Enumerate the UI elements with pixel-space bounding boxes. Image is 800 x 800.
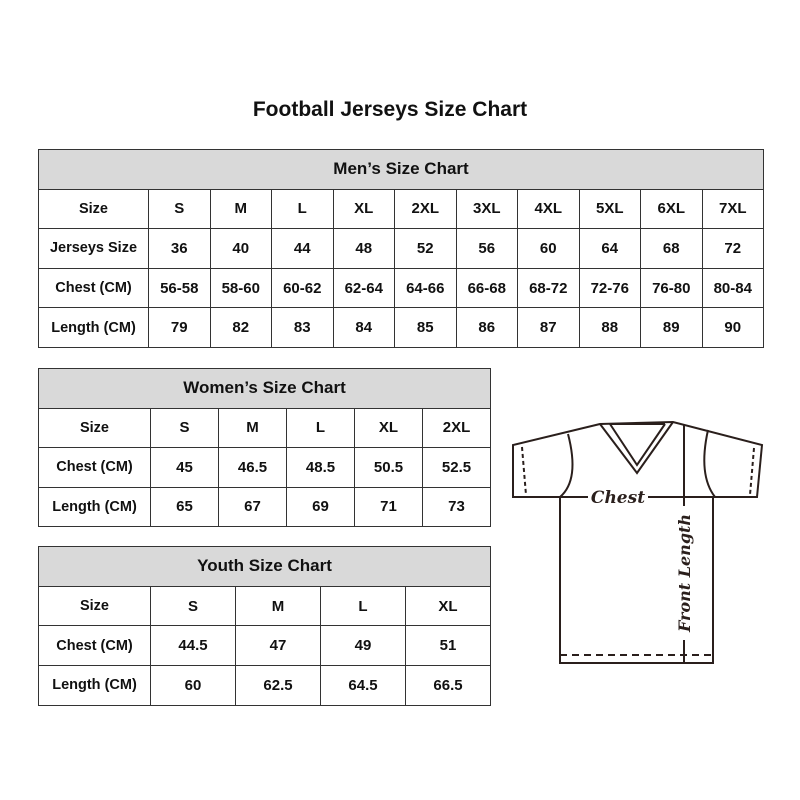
table-cell: 60: [517, 228, 580, 269]
table-cell: 88: [578, 307, 641, 348]
table-cell: M: [235, 585, 321, 627]
table-cell: 46.5: [218, 447, 287, 488]
table-row: Length (CM) 65 67 69 71 73: [38, 486, 491, 527]
table-cell: 68: [640, 228, 703, 269]
table-row: Size S M L XL 2XL: [38, 407, 491, 448]
table-cell: 49: [320, 625, 406, 667]
table-cell: 83: [271, 307, 334, 348]
table-cell: 60-62: [271, 267, 334, 309]
table-cell: 56-58: [148, 267, 211, 309]
front-length-label: Front Length: [675, 514, 694, 633]
row-label: Chest (CM): [38, 267, 149, 309]
table-cell: 64.5: [320, 665, 406, 706]
jersey-diagram: Chest Front Length: [512, 420, 764, 664]
row-label: Length (CM): [38, 486, 151, 527]
table-cell: 4XL: [517, 188, 580, 230]
table-row: Chest (CM) 45 46.5 48.5 50.5 52.5: [38, 447, 491, 488]
table-cell: 2XL: [394, 188, 457, 230]
table-row: Size S M L XL 2XL 3XL 4XL 5XL 6XL 7XL: [38, 188, 764, 230]
table-cell: XL: [405, 585, 491, 627]
table-cell: 7XL: [701, 188, 764, 230]
chest-label: Chest: [591, 488, 645, 508]
row-label: Length (CM): [38, 665, 151, 706]
table-cell: 89: [640, 307, 703, 348]
table-cell: 36: [148, 228, 211, 269]
youth-caption: Youth Size Chart: [38, 546, 491, 587]
table-cell: XL: [354, 407, 423, 448]
table-cell: 60: [150, 665, 236, 706]
row-label: Chest (CM): [38, 625, 151, 667]
mens-size-table: Men’s Size Chart Size S M L XL 2XL 3XL 4XL 5XL 6XL…: [38, 149, 764, 348]
table-cell: 50.5: [354, 447, 423, 488]
row-label: Size: [38, 585, 151, 627]
table-cell: 84: [332, 307, 395, 348]
table-cell: 58-60: [209, 267, 272, 309]
table-cell: 5XL: [578, 188, 641, 230]
table-cell: 52: [394, 228, 457, 269]
table-cell: M: [218, 407, 287, 448]
table-cell: 45: [150, 447, 219, 488]
table-cell: S: [150, 585, 236, 627]
table-cell: 44: [271, 228, 334, 269]
table-cell: 48.5: [286, 447, 355, 488]
table-cell: 85: [394, 307, 457, 348]
table-cell: XL: [332, 188, 395, 230]
youth-size-table: Youth Size Chart Size S M L XL Chest (CM) 44.5 4…: [38, 546, 491, 706]
table-cell: 64-66: [394, 267, 457, 309]
women-caption: Women’s Size Chart: [38, 368, 491, 409]
row-label: Size: [38, 407, 151, 448]
table-cell: S: [150, 407, 219, 448]
table-cell: 51: [405, 625, 491, 667]
table-cell: 69: [286, 486, 355, 527]
table-cell: 67: [218, 486, 287, 527]
row-label: Jerseys Size: [38, 228, 149, 269]
page-title: Football Jerseys Size Chart: [252, 98, 528, 121]
table-cell: 66.5: [405, 665, 491, 706]
table-cell: 72-76: [578, 267, 641, 309]
table-cell: 44.5: [150, 625, 236, 667]
table-cell: 82: [209, 307, 272, 348]
table-cell: 80-84: [701, 267, 764, 309]
table-cell: 86: [455, 307, 518, 348]
table-cell: L: [286, 407, 355, 448]
table-cell: 56: [455, 228, 518, 269]
row-label: Chest (CM): [38, 447, 151, 488]
table-cell: 64: [578, 228, 641, 269]
table-cell: 87: [517, 307, 580, 348]
table-cell: 52.5: [422, 447, 491, 488]
table-row: Size S M L XL: [38, 585, 491, 627]
table-cell: 71: [354, 486, 423, 527]
table-cell: S: [148, 188, 211, 230]
table-row: Jerseys Size 36 40 44 48 52 56 60 64 68 72: [38, 228, 764, 269]
table-cell: 79: [148, 307, 211, 348]
table-cell: 6XL: [640, 188, 703, 230]
table-row: Length (CM) 79 82 83 84 85 86 87 88 89 90: [38, 307, 764, 348]
table-cell: 62.5: [235, 665, 321, 706]
table-cell: L: [271, 188, 334, 230]
table-cell: L: [320, 585, 406, 627]
table-cell: 76-80: [640, 267, 703, 309]
table-cell: 47: [235, 625, 321, 667]
table-cell: 68-72: [517, 267, 580, 309]
table-cell: 90: [701, 307, 764, 348]
men-caption: Men’s Size Chart: [38, 149, 764, 190]
table-row: Chest (CM) 56-58 58-60 60-62 62-64 64-66 66-68…: [38, 267, 764, 309]
table-cell: 65: [150, 486, 219, 527]
table-row: Chest (CM) 44.5 47 49 51: [38, 625, 491, 667]
table-cell: 73: [422, 486, 491, 527]
table-cell: 40: [209, 228, 272, 269]
table-cell: 72: [701, 228, 764, 269]
table-cell: 66-68: [455, 267, 518, 309]
table-cell: 48: [332, 228, 395, 269]
table-cell: M: [209, 188, 272, 230]
table-cell: 62-64: [332, 267, 395, 309]
table-cell: 3XL: [455, 188, 518, 230]
row-label: Length (CM): [38, 307, 149, 348]
table-cell: 2XL: [422, 407, 491, 448]
row-label: Size: [38, 188, 149, 230]
table-row: Length (CM) 60 62.5 64.5 66.5: [38, 665, 491, 706]
womens-size-table: Women’s Size Chart Size S M L XL 2XL Chest (CM)…: [38, 368, 491, 527]
